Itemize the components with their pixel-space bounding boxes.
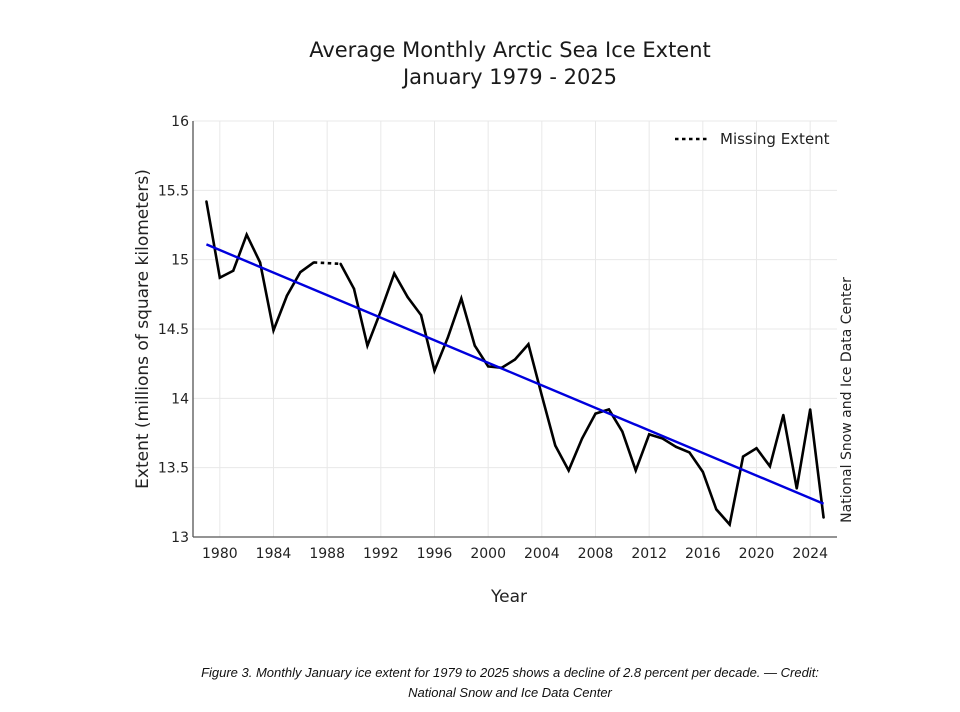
data-point-1999: [473, 344, 476, 347]
data-point-2018: [728, 523, 731, 526]
data-point-1979: [205, 200, 208, 203]
x-tick-label: 2012: [631, 546, 667, 562]
x-tick-label: 2016: [685, 546, 721, 562]
x-tick-label: 2004: [524, 546, 560, 562]
data-point-1992: [379, 309, 383, 313]
figure-caption: Figure 3. Monthly January ice extent for…: [201, 665, 819, 700]
y-tick-label: 14.5: [158, 322, 189, 338]
data-point-2019: [741, 455, 745, 458]
data-point-2009: [607, 408, 611, 411]
data-point-1998: [460, 297, 463, 300]
y-tick-label: 14: [171, 391, 189, 407]
extent-line-segment: [339, 263, 825, 528]
data-point-2014: [674, 445, 678, 449]
x-tick-label: 1996: [417, 546, 453, 562]
chart-title: Average Monthly Arctic Sea Ice Extent: [309, 38, 711, 62]
data-point-2012: [647, 433, 651, 436]
x-tick-label: 2024: [792, 546, 828, 562]
data-point-2002: [513, 358, 517, 361]
axes: [192, 121, 837, 538]
data-point-2013: [661, 437, 664, 440]
data-point-1996: [433, 369, 436, 372]
data-point-1985: [285, 294, 289, 297]
data-point-1986: [299, 270, 302, 274]
side-credit: National Snow and Ice Data Center: [839, 277, 855, 523]
data-point-2005: [554, 444, 557, 447]
y-tick-label: 16: [171, 114, 189, 130]
data-point-2003: [527, 343, 530, 346]
chart-subtitle: January 1979 - 2025: [401, 65, 617, 89]
data-point-2011: [634, 469, 637, 472]
data-point-1980: [218, 276, 222, 279]
x-tick-label: 2008: [578, 546, 614, 562]
data-point-1997: [446, 336, 450, 339]
data-point-1993: [393, 272, 396, 275]
data-point-2015: [688, 451, 691, 454]
data-point-2000: [486, 365, 490, 368]
x-tick-label: 1988: [309, 546, 345, 562]
y-tick-label: 15.5: [158, 183, 189, 199]
legend-label-missing-extent: Missing Extent: [720, 130, 830, 148]
data-point-2025: [822, 516, 825, 519]
data-point-2008: [594, 412, 597, 415]
x-tick-label: 2000: [470, 546, 506, 562]
data-point-2017: [715, 508, 718, 511]
data-point-2010: [621, 430, 624, 433]
series-layer: [205, 200, 825, 528]
x-tick-label: 1984: [256, 546, 292, 562]
data-point-1991: [366, 344, 369, 347]
data-point-1984: [272, 329, 275, 332]
data-point-2006: [567, 469, 570, 472]
data-point-2023: [795, 487, 798, 490]
data-point-2020: [755, 447, 758, 450]
data-point-2024: [808, 408, 812, 411]
data-point-2004: [540, 394, 544, 397]
data-point-1982: [245, 233, 248, 236]
data-point-1989: [339, 262, 342, 266]
data-point-2021: [768, 465, 772, 468]
x-axis-label: Year: [490, 587, 527, 607]
y-tick-label: 13.5: [158, 461, 189, 477]
data-point-2007: [580, 437, 584, 440]
x-tick-label: 2020: [739, 546, 775, 562]
data-point-1990: [352, 287, 356, 290]
data-point-2016: [701, 470, 705, 474]
data-point-1983: [258, 261, 262, 264]
data-point-2022: [782, 413, 785, 417]
data-point-1994: [406, 295, 409, 299]
y-tick-label: 15: [171, 253, 189, 269]
ticks: 1980 1984 1988 1992 1996 2000 2004 2008 2012 2016…: [158, 114, 828, 562]
missing-extent-line: [313, 261, 341, 266]
trend-line: [205, 243, 825, 505]
y-axis-label: Extent (millions of square kilometers): [133, 169, 153, 489]
legend: Missing Extent: [675, 130, 830, 148]
x-tick-label: 1980: [202, 546, 238, 562]
x-tick-label: 1992: [363, 546, 399, 562]
data-point-1995: [419, 313, 423, 317]
data-point-1981: [232, 269, 235, 272]
y-tick-label: 13: [171, 530, 189, 546]
